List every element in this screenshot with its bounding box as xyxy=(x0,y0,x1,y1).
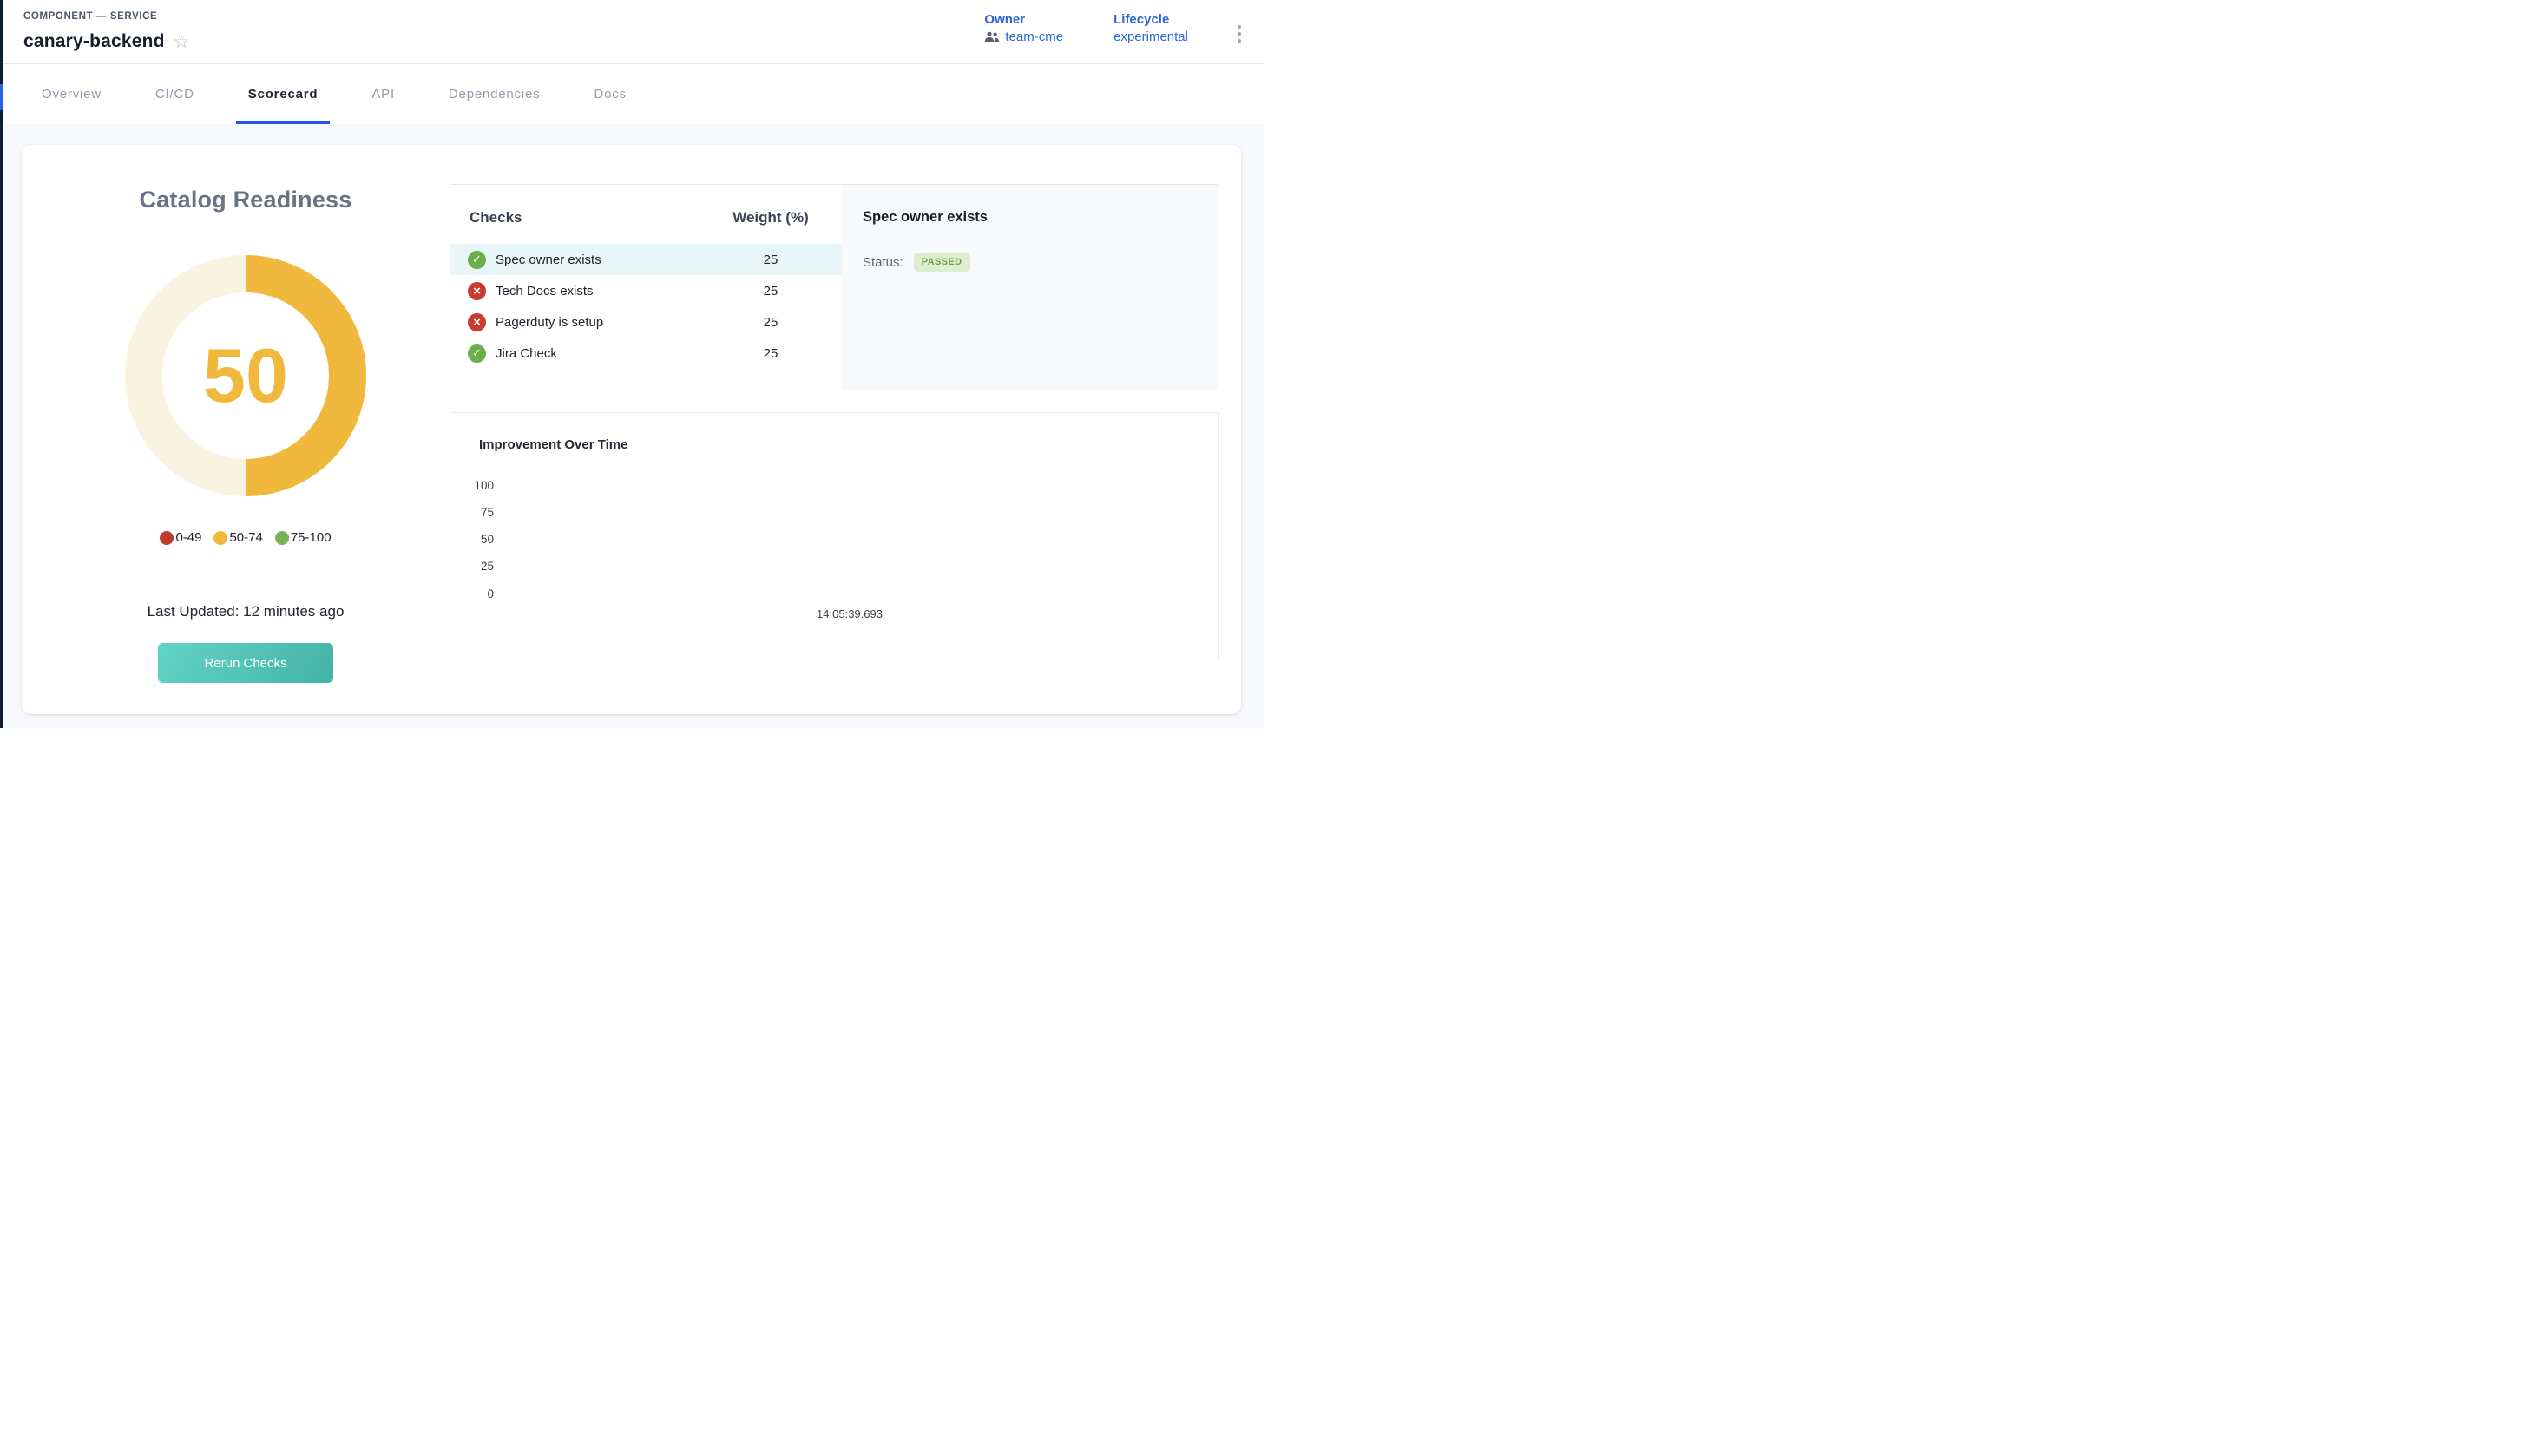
collapsed-sidebar-strip xyxy=(0,0,3,728)
check-row-pagerduty[interactable]: × Pagerduty is setup 25 xyxy=(450,306,842,338)
tab-docs[interactable]: Docs xyxy=(594,64,626,124)
favorite-star-icon[interactable]: ☆ xyxy=(174,33,190,51)
entity-meta: Owner team-cme Lifecycle experimental xyxy=(984,12,1188,44)
scorecard-title: Catalog Readiness xyxy=(125,187,366,213)
gauge-legend: 0-49 50-74 75-100 xyxy=(125,530,366,545)
y-tick: 25 xyxy=(456,560,494,573)
y-tick: 0 xyxy=(456,587,494,600)
lifecycle-block: Lifecycle experimental xyxy=(1113,12,1188,44)
legend-label: 50-74 xyxy=(229,530,262,545)
checks-panel: Checks Weight (%) ✓ Spec owner exists 25… xyxy=(450,184,1219,390)
y-tick: 75 xyxy=(456,506,494,519)
sidebar-active-indicator xyxy=(0,84,3,110)
main-content: Catalog Readiness 50 0-49 50-74 75-100 xyxy=(3,124,1264,728)
legend-dot-yellow-icon xyxy=(213,531,227,545)
legend-label: 75-100 xyxy=(291,530,332,545)
y-tick: 100 xyxy=(456,479,494,492)
legend-label: 0-49 xyxy=(175,530,201,545)
legend-dot-green-icon xyxy=(275,531,289,545)
check-weight: 25 xyxy=(727,315,814,330)
kebab-menu-icon[interactable] xyxy=(1232,23,1247,45)
page: COMPONENT — SERVICE canary-backend ☆ Own… xyxy=(0,0,1264,728)
entity-kind-breadcrumb: COMPONENT — SERVICE xyxy=(23,11,157,22)
readiness-gauge: 50 xyxy=(125,255,366,496)
last-updated-text: Last Updated: 12 minutes ago xyxy=(90,603,401,620)
lifecycle-label: Lifecycle xyxy=(1113,12,1188,27)
owner-block: Owner team-cme xyxy=(984,12,1063,44)
y-tick: 50 xyxy=(456,533,494,546)
check-weight: 25 xyxy=(727,253,814,267)
check-row-tech-docs[interactable]: × Tech Docs exists 25 xyxy=(450,275,842,306)
check-name: Spec owner exists xyxy=(496,253,601,267)
improvement-chart-panel: Improvement Over Time 100 75 50 25 0 14:… xyxy=(450,412,1219,659)
owner-label: Owner xyxy=(984,12,1063,27)
check-name: Jira Check xyxy=(496,346,557,361)
x-circle-icon: × xyxy=(468,282,486,300)
rerun-checks-button[interactable]: Rerun Checks xyxy=(158,643,333,683)
page-title: canary-backend xyxy=(23,31,165,52)
tab-cicd[interactable]: CI/CD xyxy=(155,64,194,124)
x-tick-timestamp: 14:05:39.693 xyxy=(789,607,910,620)
gauge-center: 50 xyxy=(162,292,329,459)
check-detail-status-row: Status: PASSED xyxy=(863,253,970,272)
legend-item-green: 75-100 xyxy=(275,530,332,545)
check-detail-panel: Spec owner exists Status: PASSED xyxy=(842,185,1219,390)
owner-value[interactable]: team-cme xyxy=(984,30,1063,44)
entity-title-row: canary-backend ☆ xyxy=(23,31,190,52)
checks-column-header: Checks xyxy=(470,209,522,226)
check-circle-icon: ✓ xyxy=(468,344,486,363)
tab-overview[interactable]: Overview xyxy=(42,64,102,124)
scorecard-card: Catalog Readiness 50 0-49 50-74 75-100 xyxy=(22,145,1241,714)
legend-item-yellow: 50-74 xyxy=(213,530,262,545)
weight-column-header: Weight (%) xyxy=(727,209,814,226)
entity-header: COMPONENT — SERVICE canary-backend ☆ Own… xyxy=(3,0,1264,64)
check-detail-title: Spec owner exists xyxy=(863,209,988,226)
chart-title: Improvement Over Time xyxy=(479,437,627,452)
check-weight: 25 xyxy=(727,346,814,361)
entity-tabs: Overview CI/CD Scorecard API Dependencie… xyxy=(3,64,1264,124)
check-row-jira[interactable]: ✓ Jira Check 25 xyxy=(450,338,842,369)
x-circle-icon: × xyxy=(468,313,486,331)
check-row-spec-owner[interactable]: ✓ Spec owner exists 25 xyxy=(450,244,842,275)
check-weight: 25 xyxy=(727,284,814,298)
tab-api[interactable]: API xyxy=(371,64,395,124)
gauge-score-value: 50 xyxy=(203,331,288,420)
status-badge: PASSED xyxy=(914,253,970,272)
lifecycle-value: experimental xyxy=(1113,30,1188,44)
check-name: Tech Docs exists xyxy=(496,284,594,298)
check-name: Pagerduty is setup xyxy=(496,315,603,330)
owner-link[interactable]: team-cme xyxy=(1005,30,1063,44)
people-icon xyxy=(984,31,1000,43)
status-label: Status: xyxy=(863,255,903,270)
check-circle-icon: ✓ xyxy=(468,251,486,269)
tab-scorecard[interactable]: Scorecard xyxy=(248,64,319,124)
legend-item-red: 0-49 xyxy=(160,530,201,545)
checks-table: ✓ Spec owner exists 25 × Tech Docs exist… xyxy=(450,244,842,369)
legend-dot-red-icon xyxy=(160,531,174,545)
tab-dependencies[interactable]: Dependencies xyxy=(449,64,541,124)
